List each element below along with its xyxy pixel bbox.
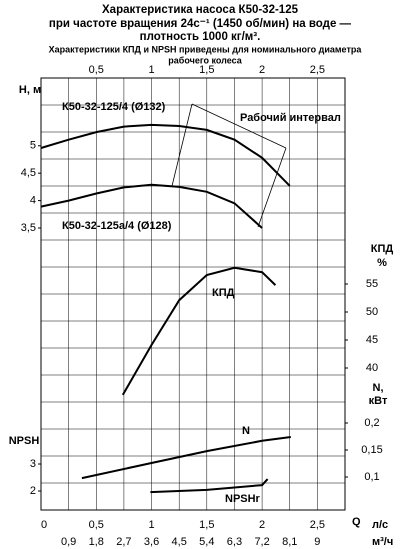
- y-tick-label: 50: [366, 306, 378, 318]
- curve: [150, 478, 269, 494]
- x2-tick-label: 6,3: [227, 536, 242, 548]
- y-tick-label: 0,15: [361, 444, 382, 456]
- x2-tick-label: 1,8: [89, 536, 104, 548]
- series-label: КПД: [212, 287, 235, 299]
- interval-line: [191, 103, 287, 149]
- working-interval: [171, 103, 287, 228]
- annotation: Рабочий интервал: [240, 112, 341, 124]
- x2-tick-label: 7,2: [254, 536, 269, 548]
- y-axis-label: H, м: [19, 84, 41, 96]
- x2-unit: м³/ч: [372, 536, 393, 548]
- x2-tick-label: 8,1: [282, 536, 297, 548]
- y-axis-label: NPSH: [9, 435, 40, 447]
- x2-tick-label: 9: [314, 536, 320, 548]
- x2-tick-label: 2,7: [116, 536, 131, 548]
- interval-line: [171, 103, 193, 187]
- curve: [40, 123, 291, 187]
- y-tick-label: 55: [366, 278, 378, 290]
- chart-subtitle: Характеристики КПД и NPSH приведены для …: [49, 44, 363, 54]
- y-tick-label: 4: [30, 194, 36, 206]
- y-tick-label: 5: [30, 140, 36, 152]
- x-tick-label: 0,5: [89, 519, 104, 531]
- x-tick-label: 2: [259, 519, 265, 531]
- y-axis-label: кВт: [369, 395, 388, 407]
- y-tick-label: 0,1: [364, 471, 379, 483]
- chart-title: плотность 1000 кг/м³.: [140, 31, 261, 43]
- y-tick-label: 0,2: [364, 417, 379, 429]
- series-label: К50-32-125а/4 (Ø128): [62, 220, 172, 232]
- x-tick-label-top: 0,5: [89, 64, 104, 76]
- x2-tick-label: 0,9: [61, 536, 76, 548]
- x-tick-label: 1: [148, 519, 154, 531]
- chart-title: Характеристика насоса К50-32-125: [102, 4, 299, 16]
- y-axis-label: N,: [373, 382, 384, 394]
- interval-line: [257, 147, 287, 228]
- x-tick-label: 1,5: [199, 519, 214, 531]
- x-tick-label-top: 1: [148, 64, 154, 76]
- y-tick-label: 45: [366, 334, 378, 346]
- y-axis-label: %: [377, 257, 387, 269]
- series-label: К50-32-125/4 (Ø132): [62, 101, 166, 113]
- x-tick-label-top: 2: [259, 64, 265, 76]
- x-axis-label: Q: [352, 516, 361, 528]
- x-tick-label-top: 2,5: [310, 64, 325, 76]
- x2-tick-label: 3,6: [144, 536, 159, 548]
- y-tick-label: 3,5: [21, 222, 36, 234]
- curve: [81, 436, 291, 480]
- x-tick-label: 2,5: [310, 519, 325, 531]
- y-tick-label: 2: [30, 485, 36, 497]
- x-tick-label: 0: [41, 519, 47, 531]
- x-tick-label-top: 1,5: [199, 64, 214, 76]
- y-tick-label: 4,5: [21, 167, 36, 179]
- y-tick-label: 3: [30, 458, 36, 470]
- chart-subtitle: рабочего колеса: [168, 55, 242, 65]
- x2-tick-label: 4,5: [172, 536, 187, 548]
- chart-title: при частоте вращения 24с⁻¹ (1450 об/мин)…: [49, 18, 352, 30]
- series-label: N: [242, 425, 250, 437]
- x2-tick-label: 5,4: [199, 536, 214, 548]
- curve: [40, 183, 263, 229]
- series-label: NPSHr: [225, 493, 261, 505]
- y-tick-label: 40: [366, 362, 378, 374]
- curve: [121, 266, 277, 396]
- y-axis-label: КПД: [371, 243, 394, 255]
- x-unit: л/с: [372, 519, 388, 531]
